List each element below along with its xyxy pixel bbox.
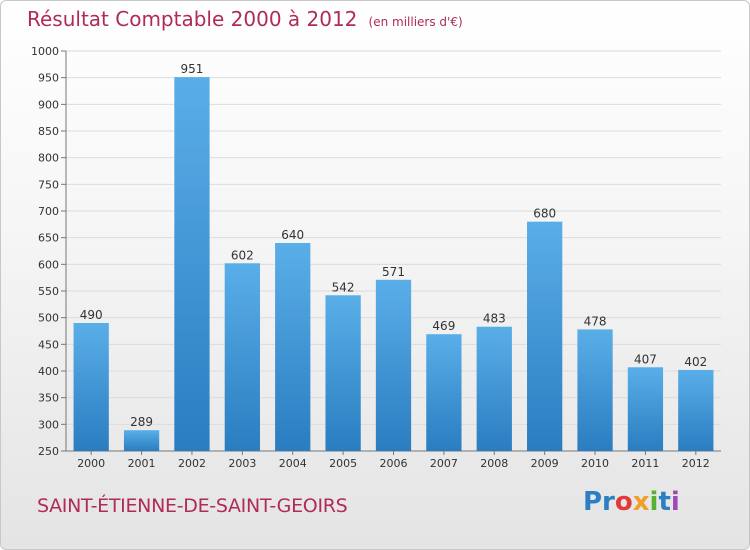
bar bbox=[123, 430, 160, 451]
x-tick-label: 2008 bbox=[480, 457, 508, 470]
data-label: 289 bbox=[130, 415, 153, 429]
logo-part-1: Pr bbox=[583, 487, 615, 517]
x-tick-label: 2009 bbox=[531, 457, 559, 470]
title-unit: (en milliers d'€) bbox=[368, 15, 463, 29]
x-tick-label: 2001 bbox=[128, 457, 156, 470]
y-tick-label: 1000 bbox=[31, 45, 59, 58]
y-tick-label: 800 bbox=[38, 152, 59, 165]
bar bbox=[426, 334, 462, 451]
y-tick-label: 300 bbox=[38, 418, 59, 431]
data-label: 402 bbox=[684, 355, 707, 369]
title-main: Résultat Comptable 2000 à 2012 bbox=[27, 7, 358, 31]
y-tick-label: 400 bbox=[38, 365, 59, 378]
bar bbox=[73, 323, 109, 451]
bar bbox=[678, 369, 714, 451]
data-label: 407 bbox=[634, 352, 657, 366]
logo-part-6: i bbox=[670, 487, 680, 517]
x-tick-label: 2011 bbox=[631, 457, 659, 470]
data-label: 571 bbox=[382, 265, 405, 279]
y-tick-label: 600 bbox=[38, 258, 59, 271]
y-tick-label: 750 bbox=[38, 178, 59, 191]
y-tick-label: 550 bbox=[38, 285, 59, 298]
bar bbox=[627, 367, 664, 451]
x-tick-label: 2004 bbox=[279, 457, 307, 470]
y-tick-label: 250 bbox=[38, 445, 59, 458]
y-tick-label: 850 bbox=[38, 125, 59, 138]
x-tick-label: 2007 bbox=[430, 457, 458, 470]
bar bbox=[224, 263, 260, 451]
logo-part-2: o bbox=[614, 487, 633, 517]
x-tick-label: 2000 bbox=[77, 457, 105, 470]
data-label: 490 bbox=[80, 308, 103, 322]
bar bbox=[577, 329, 613, 451]
y-tick-label: 450 bbox=[38, 338, 59, 351]
chart-title: Résultat Comptable 2000 à 2012 (en milli… bbox=[27, 7, 463, 31]
y-tick-label: 950 bbox=[38, 72, 59, 85]
x-tick-label: 2010 bbox=[581, 457, 609, 470]
bar bbox=[527, 221, 563, 451]
y-tick-label: 650 bbox=[38, 232, 59, 245]
data-label: 602 bbox=[231, 248, 254, 262]
proxiti-logo: Proxiti bbox=[583, 487, 680, 517]
logo-part-4: i bbox=[649, 487, 659, 517]
data-label: 478 bbox=[584, 314, 607, 328]
bar bbox=[476, 326, 512, 451]
bar bbox=[275, 243, 311, 451]
x-tick-label: 2006 bbox=[380, 457, 408, 470]
x-tick-label: 2003 bbox=[228, 457, 256, 470]
data-label: 680 bbox=[533, 207, 556, 221]
y-tick-label: 500 bbox=[38, 312, 59, 325]
data-label: 640 bbox=[281, 228, 304, 242]
logo-part-5: t bbox=[658, 487, 671, 517]
y-tick-label: 350 bbox=[38, 392, 59, 405]
y-tick-label: 900 bbox=[38, 98, 59, 111]
data-label: 542 bbox=[332, 280, 355, 294]
x-tick-label: 2002 bbox=[178, 457, 206, 470]
x-tick-label: 2012 bbox=[682, 457, 710, 470]
bar bbox=[174, 77, 210, 451]
data-label: 483 bbox=[483, 312, 506, 326]
bar bbox=[375, 279, 412, 451]
y-tick-label: 700 bbox=[38, 205, 59, 218]
bar bbox=[325, 295, 361, 451]
commune-name: SAINT-ÉTIENNE-DE-SAINT-GEOIRS bbox=[37, 495, 348, 517]
x-tick-label: 2005 bbox=[329, 457, 357, 470]
logo-part-3: x bbox=[632, 487, 650, 517]
data-label: 469 bbox=[432, 319, 455, 333]
data-label: 951 bbox=[181, 62, 204, 76]
